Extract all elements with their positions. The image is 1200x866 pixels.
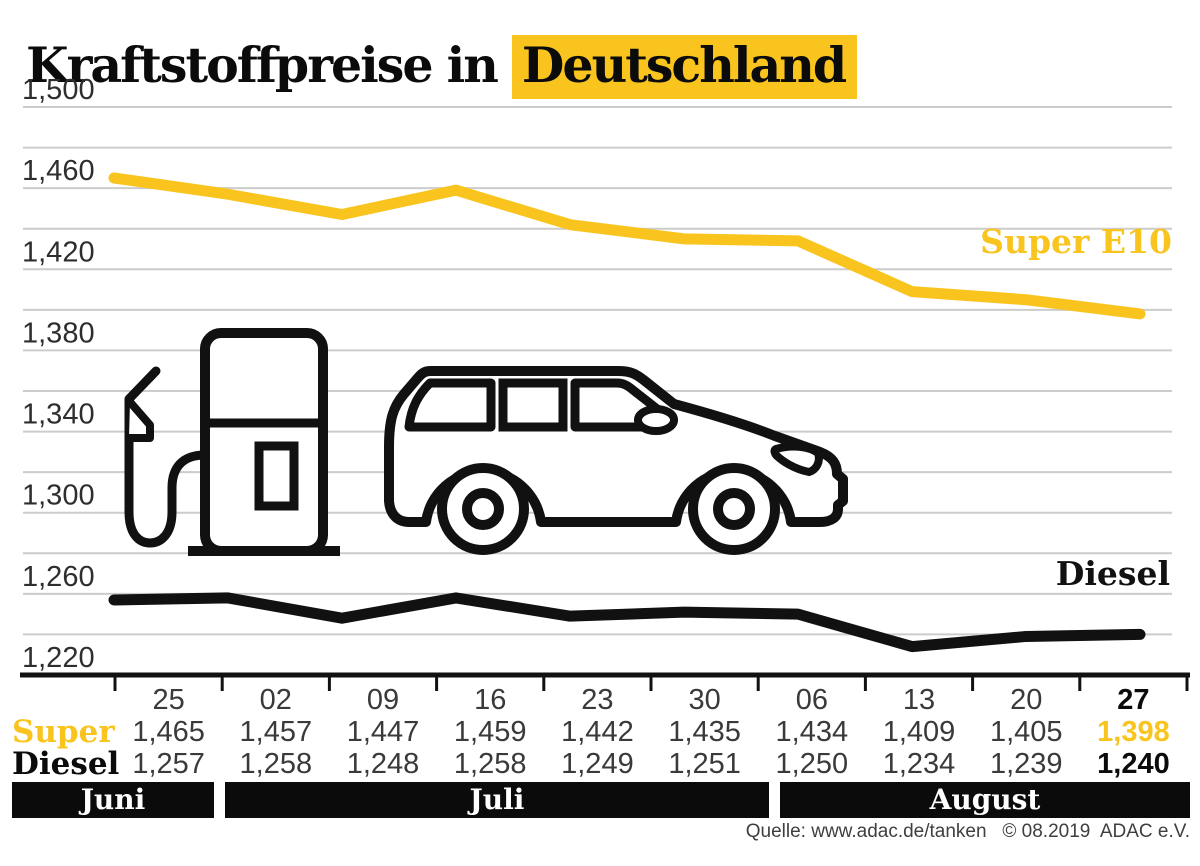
y-axis-label: 1,460 [22,155,95,187]
super-price-cell: 1,409 [882,716,956,748]
diesel-price-cell: 1,258 [239,748,313,780]
car-rear-hub [462,488,504,530]
date-cell: 09 [366,684,400,716]
series-label-super-e10: Super E10 [980,222,1172,261]
super-price-cell: 1,442 [561,716,634,748]
source-note: Quelle: www.adac.de/tanken © 08.2019 ADA… [745,821,1190,842]
super-row-label: Super [12,714,115,750]
title-highlight: Deutschland [511,34,858,99]
title-plain: Kraftstoffpreise in [26,35,499,94]
super-values-row: 1,465 1,457 1,447 1,459 1,442 1,435 1,434 1,409… [115,715,1187,749]
car-middle-window [498,378,568,432]
date-cell: 23 [581,684,614,716]
date-row: 25 02 09 16 23 30 06 13 20 27 [115,683,1187,717]
date-cell: 20 [1010,684,1043,716]
y-axis-label: 1,380 [22,317,95,349]
pump-nozzle [125,398,154,442]
date-cell: 30 [688,684,721,716]
date-cell: 06 [795,684,828,716]
diesel-price-cell: 1,234 [882,748,956,780]
super-price-cell: 1,459 [453,716,527,748]
y-axis-label: 1,340 [22,399,95,431]
super-price-cell: 1,435 [668,716,741,748]
pump-hose [124,437,210,548]
diesel-price-cell: 1,248 [346,748,420,780]
diesel-price-cell: 1,258 [453,748,527,780]
super-price-cell: 1,447 [346,716,420,748]
car-front-window [570,378,666,432]
car-mirror [634,405,678,435]
car-headlight [770,442,823,477]
date-cell: 27 [1117,684,1150,716]
y-axis-label: 1,300 [22,480,95,512]
diesel-price-cell: 1,240 [1097,748,1170,780]
y-axis-label: 1,220 [22,642,95,674]
diesel-row-label: Diesel [12,746,120,782]
car-front-wheel [688,463,780,555]
diesel-price-cell: 1,250 [775,748,849,780]
month-band-juli: Juli [225,782,769,818]
pump-nozzle-spout [124,366,161,449]
car-rear-window [404,378,496,432]
series-label-diesel: Diesel [1055,554,1170,593]
car-rear-wheel [437,463,529,555]
super-price-cell: 1,457 [239,716,313,748]
pump-body [200,328,328,556]
y-axis-label: 1,260 [22,561,95,593]
date-cell: 16 [474,684,507,716]
diesel-price-cell: 1,239 [989,748,1063,780]
month-band-juni: Juni [12,782,214,818]
diesel-price-cell: 1,251 [668,748,741,780]
diesel-price-cell: 1,257 [132,748,205,780]
diesel-price-cell: 1,249 [561,748,634,780]
y-axis-label: 1,420 [22,236,95,268]
date-cell: 13 [902,684,936,716]
month-band-august: August [780,782,1190,818]
line-series-diesel [108,592,1146,653]
car-body [384,366,848,527]
super-price-cell: 1,434 [775,716,849,748]
super-price-cell: 1,398 [1097,716,1170,748]
diesel-values-row: 1,257 1,258 1,248 1,258 1,249 1,251 1,250 1,234… [115,747,1187,781]
super-price-cell: 1,405 [989,716,1063,748]
super-price-cell: 1,465 [132,716,205,748]
page-title: Kraftstoffpreise in Deutschland [26,34,858,99]
date-cell: 02 [259,684,292,716]
date-cell: 25 [152,684,185,716]
pump-window [254,441,299,511]
car-front-hub [713,488,755,530]
